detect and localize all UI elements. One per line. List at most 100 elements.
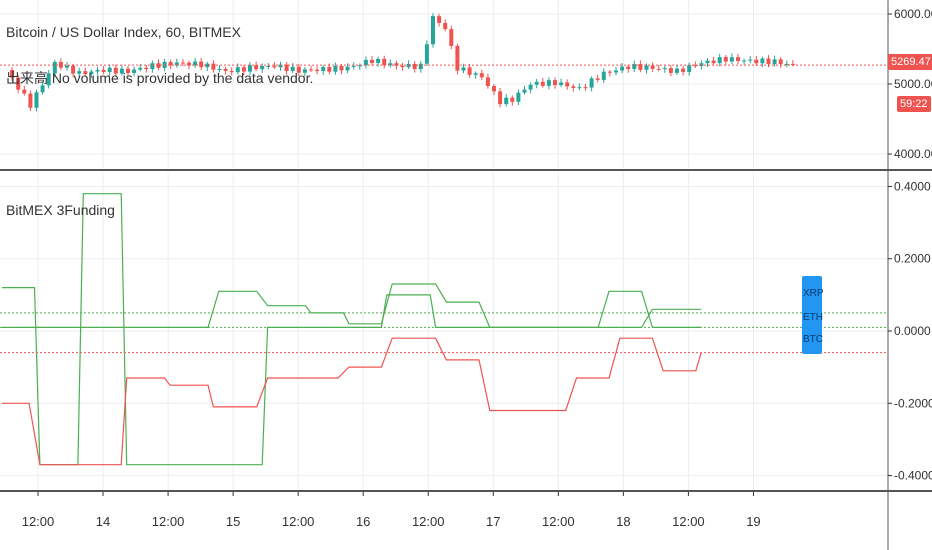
- candle-body: [668, 68, 673, 73]
- candle-body: [650, 65, 655, 69]
- candle-body: [119, 68, 124, 74]
- x-tick-label: 18: [616, 514, 630, 529]
- candle-body: [382, 58, 387, 66]
- x-tick-label: 16: [356, 514, 370, 529]
- candle-body: [632, 64, 637, 69]
- top-panel-title: Bitcoin / US Dollar Index, 60, BITMEX: [6, 24, 241, 40]
- y-tick-label: -0.4000: [894, 469, 932, 483]
- legend-tag-eth: ETH: [803, 312, 823, 323]
- y-tick-label: 0.0000: [894, 324, 931, 338]
- candle-body: [333, 65, 338, 72]
- x-tick-label: 12:00: [672, 514, 705, 529]
- candle-body: [546, 80, 551, 86]
- candle-body: [95, 69, 100, 72]
- x-tick-label: 14: [96, 514, 110, 529]
- candle-body: [363, 59, 368, 66]
- candle-body: [296, 66, 301, 73]
- candle-body: [449, 29, 454, 46]
- candle-body: [565, 82, 570, 87]
- candle-body: [559, 82, 564, 86]
- candle-body: [34, 92, 39, 108]
- candle-body: [199, 61, 204, 68]
- candle-body: [479, 73, 484, 78]
- candle-body: [467, 67, 472, 75]
- y-tick-label: 0.4000: [894, 179, 931, 193]
- candle-body: [766, 58, 771, 65]
- candle-body: [784, 63, 789, 65]
- candle-body: [418, 63, 423, 70]
- funding-series-line: [2, 283, 702, 328]
- y-tick-label: 4000.00: [894, 147, 932, 161]
- y-tick-label: 5000.00: [894, 77, 932, 91]
- legend-tag-xrp: XRP: [803, 288, 824, 299]
- candle-body: [675, 68, 679, 73]
- candle-body: [693, 65, 698, 67]
- candle-body: [443, 22, 448, 30]
- candle-body: [790, 63, 795, 65]
- candle-body: [180, 62, 185, 64]
- candle-body: [431, 16, 435, 45]
- candle-body: [357, 65, 362, 67]
- candle-body: [681, 68, 686, 72]
- candle-body: [370, 59, 374, 63]
- candle-body: [504, 97, 509, 105]
- candle-body: [223, 68, 228, 71]
- candle-body: [717, 57, 722, 64]
- x-tick-label: 12:00: [22, 514, 55, 529]
- x-tick-label: 12:00: [152, 514, 185, 529]
- bottom-panel-title: BitMEX 3Funding: [6, 202, 115, 218]
- candle-body: [437, 16, 442, 23]
- candle-body: [736, 57, 740, 61]
- x-tick-label: 12:00: [282, 514, 315, 529]
- y-tick-label: -0.2000: [894, 396, 932, 410]
- x-tick-label: 12:00: [412, 514, 445, 529]
- candle-body: [772, 59, 777, 65]
- legend-tag-btc: BTC: [803, 334, 823, 345]
- candle-body: [28, 93, 33, 108]
- candle-body: [229, 70, 234, 73]
- candle-body: [107, 67, 112, 72]
- candle-body: [327, 66, 332, 72]
- candle-body: [424, 44, 429, 64]
- candle-body: [553, 80, 557, 86]
- candle-body: [101, 69, 106, 72]
- candle-body: [302, 69, 307, 73]
- candle-body: [461, 67, 466, 71]
- candle-body: [711, 60, 716, 64]
- candle-body: [266, 65, 271, 67]
- candle-body: [644, 65, 649, 70]
- candle-body: [83, 71, 88, 75]
- candle-body: [150, 63, 155, 70]
- y-tick-label: 0.2000: [894, 252, 931, 266]
- candle-body: [260, 66, 265, 70]
- legend-tags[interactable]: [802, 276, 822, 354]
- candle-body: [583, 87, 588, 89]
- candle-body: [778, 59, 783, 65]
- candle-body: [516, 92, 521, 102]
- candle-body: [723, 57, 728, 62]
- candle-body: [729, 57, 734, 62]
- candle-body: [284, 64, 289, 72]
- candle-body: [126, 68, 130, 73]
- candle-body: [589, 78, 594, 88]
- candle-body: [309, 69, 313, 71]
- candle-body: [638, 64, 643, 70]
- candle-body: [144, 67, 149, 70]
- candle-body: [601, 71, 606, 80]
- candle-body: [455, 45, 460, 71]
- x-tick-label: 15: [226, 514, 240, 529]
- candle-body: [351, 65, 356, 67]
- candle-body: [235, 67, 240, 73]
- candle-body: [412, 64, 417, 70]
- candle-body: [376, 58, 381, 63]
- candle-body: [656, 68, 661, 70]
- candle-body: [339, 65, 344, 71]
- candle-body: [254, 65, 259, 70]
- candle-body: [217, 68, 222, 70]
- candle-body: [156, 63, 161, 68]
- candle-body: [168, 61, 173, 66]
- candle-body: [132, 69, 137, 73]
- candle-body: [321, 66, 326, 72]
- candle-body: [473, 73, 478, 75]
